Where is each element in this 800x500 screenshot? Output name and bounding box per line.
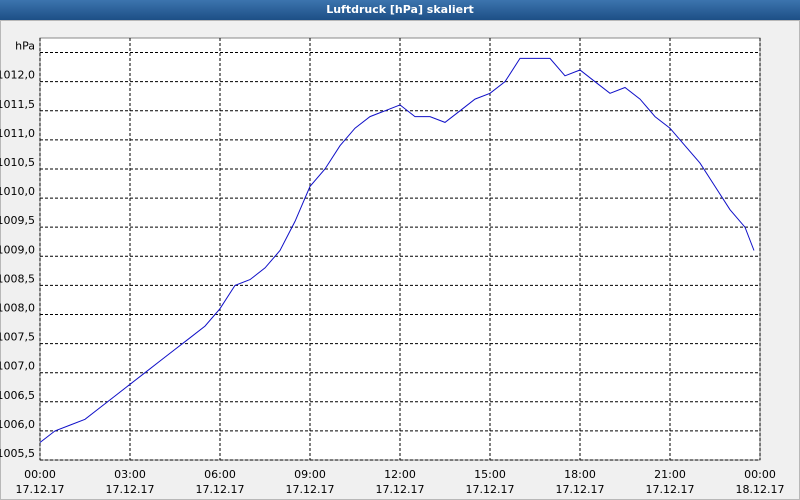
x-tick-label: 17.12.17 xyxy=(646,483,695,496)
x-tick-label: 18:00 xyxy=(564,468,596,481)
y-tick-label: 1006,5 xyxy=(0,389,35,402)
x-tick-label: 21:00 xyxy=(654,468,686,481)
x-tick-label: 18.12.17 xyxy=(736,483,785,496)
x-tick-label: 09:00 xyxy=(294,468,326,481)
chart-title: Luftdruck [hPa] skaliert xyxy=(326,3,474,16)
y-tick-label: 1011,5 xyxy=(0,98,35,111)
x-tick-label: 17.12.17 xyxy=(196,483,245,496)
x-tick-label: 17.12.17 xyxy=(376,483,425,496)
y-tick-label: 1012,0 xyxy=(0,69,35,82)
x-tick-label: 15:00 xyxy=(474,468,506,481)
x-tick-label: 00:00 xyxy=(24,468,56,481)
title-bar xyxy=(0,0,800,20)
x-tick-label: 00:00 xyxy=(744,468,776,481)
y-tick-label: 1010,0 xyxy=(0,185,35,198)
line-series xyxy=(39,57,755,443)
y-tick-label: 1009,5 xyxy=(0,214,35,227)
y-tick-label: 1007,0 xyxy=(0,360,35,373)
y-tick-label: 1006,0 xyxy=(0,418,35,431)
y-tick-label: 1010,5 xyxy=(0,156,35,169)
y-tick-label: 1011,0 xyxy=(0,127,35,140)
x-tick-label: 06:00 xyxy=(204,468,236,481)
y-tick-label: 1009,0 xyxy=(0,243,35,256)
x-tick-label: 17.12.17 xyxy=(106,483,155,496)
x-tick-label: 17.12.17 xyxy=(286,483,335,496)
y-tick-label: hPa xyxy=(15,40,35,53)
y-tick-label: 1008,0 xyxy=(0,301,35,314)
x-tick-label: 03:00 xyxy=(114,468,146,481)
y-tick-label: 1007,5 xyxy=(0,331,35,344)
x-tick-label: 17.12.17 xyxy=(16,483,65,496)
y-tick-label: 1005,5 xyxy=(0,447,35,460)
x-tick-label: 17.12.17 xyxy=(466,483,515,496)
x-tick-label: 12:00 xyxy=(384,468,416,481)
x-tick-label: 17.12.17 xyxy=(556,483,605,496)
y-tick-label: 1008,5 xyxy=(0,272,35,285)
